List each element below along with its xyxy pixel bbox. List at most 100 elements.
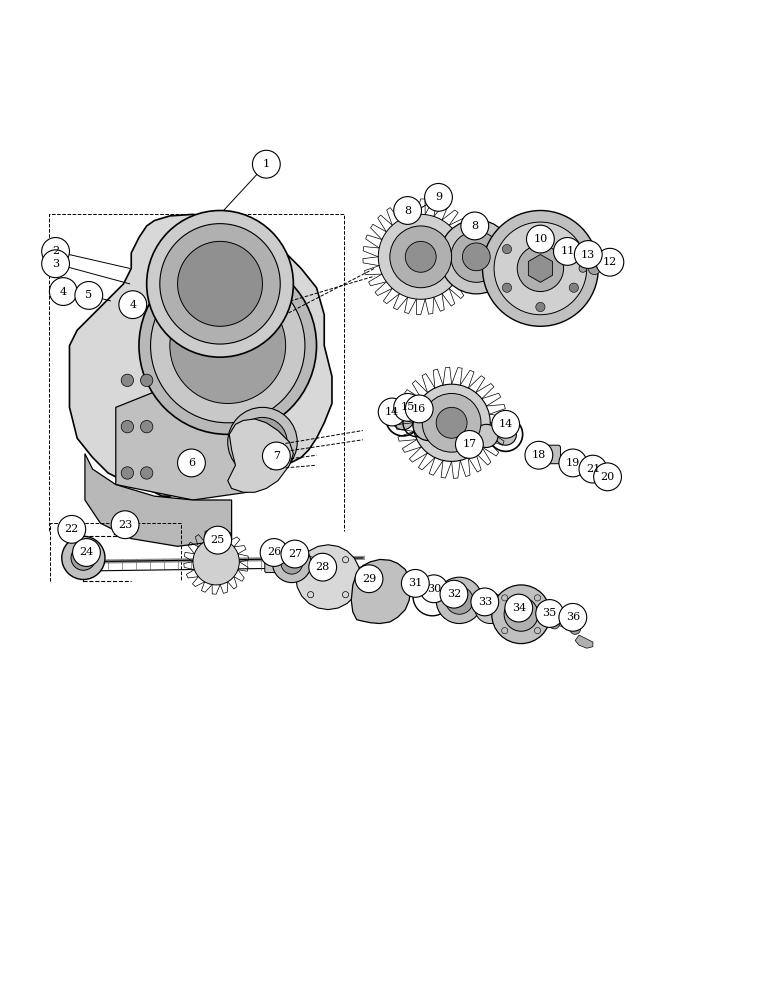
Circle shape	[49, 278, 77, 305]
Text: 36: 36	[566, 612, 580, 622]
Circle shape	[390, 226, 452, 288]
Circle shape	[588, 262, 601, 275]
Circle shape	[262, 442, 290, 470]
Circle shape	[238, 417, 287, 467]
Circle shape	[579, 265, 587, 272]
Circle shape	[439, 220, 513, 294]
Circle shape	[567, 461, 578, 472]
Text: 10: 10	[533, 234, 547, 244]
Circle shape	[455, 431, 483, 458]
Circle shape	[503, 283, 512, 292]
Circle shape	[569, 283, 578, 292]
Circle shape	[75, 282, 103, 309]
Circle shape	[193, 539, 239, 585]
Text: 20: 20	[601, 472, 615, 482]
Circle shape	[355, 565, 383, 593]
Text: 7: 7	[273, 451, 280, 461]
Circle shape	[42, 238, 69, 265]
Circle shape	[492, 585, 550, 644]
Text: 19: 19	[566, 458, 580, 468]
Circle shape	[436, 577, 482, 624]
Circle shape	[394, 197, 422, 224]
Circle shape	[178, 241, 262, 326]
Circle shape	[549, 618, 560, 629]
Text: 22: 22	[65, 524, 79, 534]
Circle shape	[405, 395, 433, 423]
Text: 4: 4	[59, 287, 67, 297]
Circle shape	[569, 244, 578, 254]
Circle shape	[536, 302, 545, 312]
Circle shape	[525, 441, 553, 469]
Circle shape	[503, 244, 512, 254]
Circle shape	[378, 214, 463, 299]
Text: 2: 2	[52, 246, 59, 256]
Circle shape	[111, 511, 139, 539]
Circle shape	[559, 449, 587, 477]
Circle shape	[147, 211, 293, 357]
Circle shape	[273, 544, 311, 583]
Circle shape	[517, 245, 564, 292]
Text: 28: 28	[316, 562, 330, 572]
Text: 1: 1	[262, 159, 270, 169]
Circle shape	[475, 593, 506, 624]
Text: 34: 34	[512, 603, 526, 613]
Circle shape	[58, 515, 86, 543]
Circle shape	[504, 597, 538, 631]
FancyBboxPatch shape	[533, 445, 560, 464]
Circle shape	[204, 526, 232, 554]
Polygon shape	[116, 388, 270, 500]
Circle shape	[170, 288, 286, 404]
Circle shape	[584, 469, 592, 477]
Circle shape	[378, 398, 406, 426]
Polygon shape	[85, 454, 232, 546]
Text: 32: 32	[447, 589, 461, 599]
Text: 17: 17	[462, 439, 476, 449]
Text: 8: 8	[471, 221, 479, 231]
Circle shape	[579, 455, 607, 483]
Circle shape	[160, 224, 280, 344]
Text: 23: 23	[118, 520, 132, 530]
Circle shape	[475, 424, 498, 448]
Circle shape	[570, 624, 581, 634]
Circle shape	[178, 449, 205, 477]
Circle shape	[451, 231, 502, 282]
Circle shape	[505, 594, 533, 622]
Circle shape	[527, 225, 554, 253]
Circle shape	[42, 250, 69, 278]
Text: 13: 13	[581, 250, 595, 260]
Circle shape	[482, 211, 598, 326]
Circle shape	[594, 463, 621, 491]
Circle shape	[595, 466, 601, 472]
Circle shape	[71, 546, 96, 570]
Polygon shape	[296, 545, 361, 610]
FancyBboxPatch shape	[265, 552, 287, 573]
Text: 21: 21	[586, 464, 600, 474]
Circle shape	[413, 384, 490, 461]
Circle shape	[151, 268, 305, 423]
Polygon shape	[575, 635, 593, 648]
Text: 14: 14	[385, 407, 399, 417]
Circle shape	[425, 183, 452, 211]
Text: 16: 16	[412, 404, 426, 414]
Text: 5: 5	[85, 290, 93, 300]
Circle shape	[121, 374, 134, 387]
Polygon shape	[228, 419, 293, 492]
Text: 29: 29	[362, 574, 376, 584]
Circle shape	[422, 393, 481, 452]
Text: 26: 26	[267, 547, 281, 557]
Circle shape	[436, 407, 467, 438]
Polygon shape	[351, 559, 411, 624]
Circle shape	[141, 467, 153, 479]
Circle shape	[413, 410, 444, 441]
Circle shape	[559, 603, 587, 631]
Text: 33: 33	[478, 597, 492, 607]
Circle shape	[62, 536, 105, 580]
Circle shape	[141, 374, 153, 387]
Text: 3: 3	[52, 259, 59, 269]
Text: 9: 9	[435, 192, 442, 202]
Polygon shape	[69, 214, 332, 496]
Circle shape	[405, 241, 436, 272]
Text: 18: 18	[532, 450, 546, 460]
Circle shape	[596, 248, 624, 276]
Text: 11: 11	[560, 246, 574, 256]
